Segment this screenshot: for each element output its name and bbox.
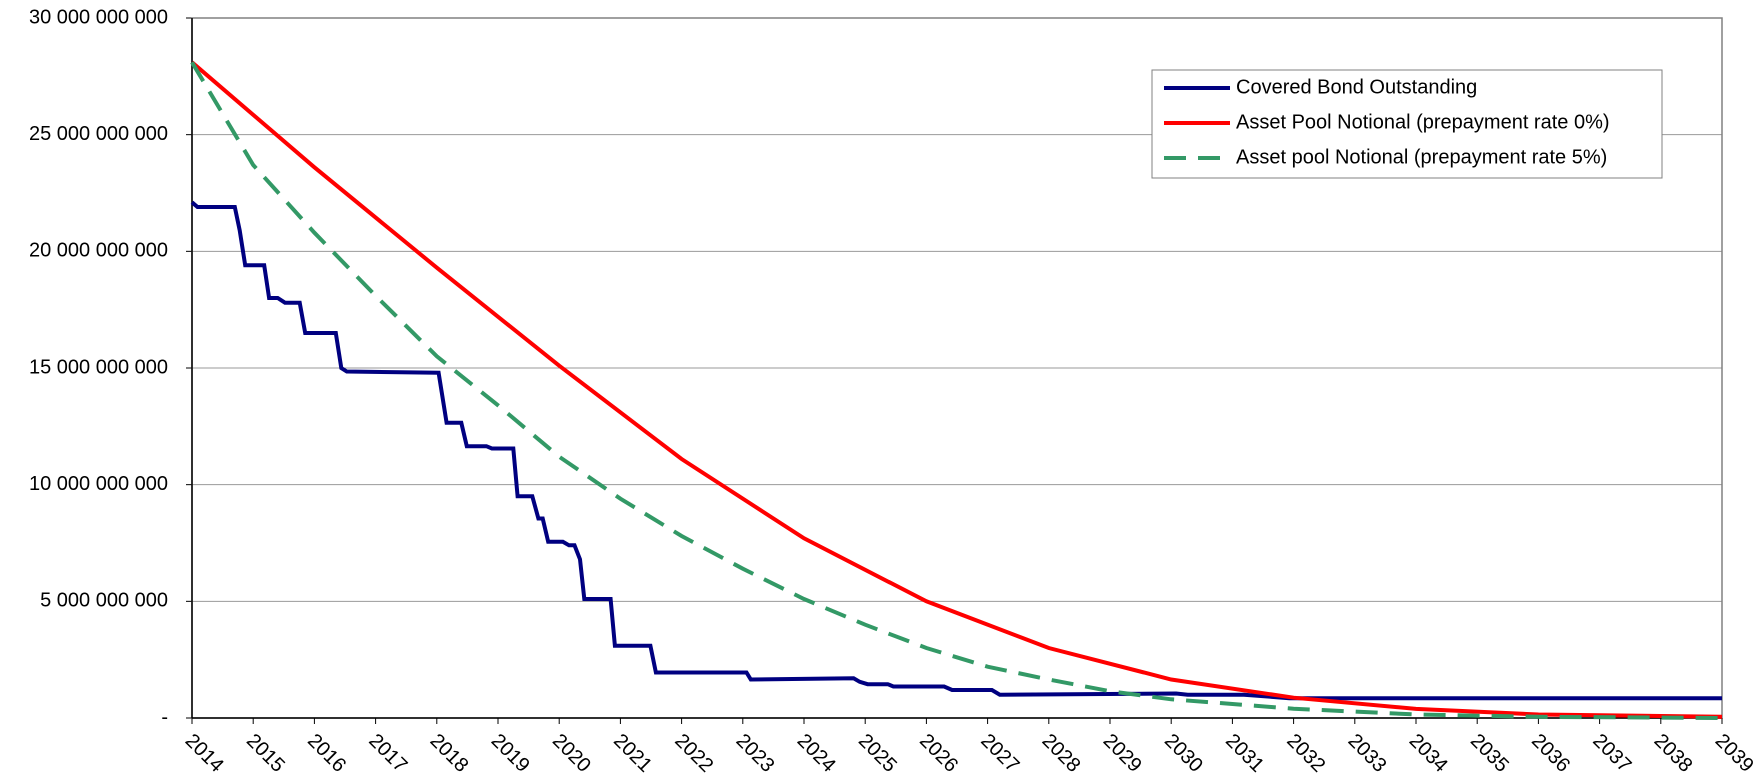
x-tick-label: 2032 [1282,730,1329,777]
x-tick-label: 2036 [1527,730,1574,777]
x-tick-label: 2016 [303,730,350,777]
y-tick-label: 25 000 000 000 [29,123,168,145]
x-tick-label: 2022 [670,730,717,777]
y-tick-label: 30 000 000 000 [29,6,168,28]
x-tick-label: 2034 [1405,730,1452,777]
y-tick-label: 20 000 000 000 [29,240,168,262]
x-tick-label: 2023 [732,730,779,777]
x-tick-label: 2014 [181,730,228,777]
series-line [190,61,1723,720]
x-tick-label: 2027 [976,730,1023,777]
x-tick-label: 2019 [487,730,534,777]
x-tick-label: 2030 [1160,730,1207,777]
x-tick-label: 2037 [1588,730,1635,777]
y-tick-label: - [161,706,168,728]
x-tick-label: 2038 [1650,730,1697,777]
x-tick-label: 2025 [854,730,901,777]
series-line [190,60,1723,719]
x-tick-label: 2024 [793,730,840,777]
x-tick-label: 2035 [1466,730,1513,777]
legend-label: Covered Bond Outstanding [1236,76,1477,98]
x-tick-label: 2033 [1344,730,1391,777]
y-tick-label: 15 000 000 000 [29,356,168,378]
x-tick-label: 2017 [364,730,411,777]
series-line [190,200,1722,701]
x-tick-label: 2026 [915,730,962,777]
x-tick-label: 2039 [1711,730,1758,777]
x-tick-label: 2020 [548,730,595,777]
x-tick-label: 2018 [426,730,473,777]
y-tick-label: 5 000 000 000 [40,590,168,612]
x-tick-label: 2015 [242,730,289,777]
x-tick-label: 2031 [1221,730,1268,777]
legend-box [1151,69,1663,179]
x-tick-label: 2028 [1038,730,1085,777]
x-tick-label: 2029 [1099,730,1146,777]
legend-label: Asset pool Notional (prepayment rate 5%) [1236,146,1607,168]
y-tick-label: 10 000 000 000 [29,473,168,495]
legend-label: Asset Pool Notional (prepayment rate 0%) [1236,111,1610,133]
x-tick-label: 2021 [609,730,656,777]
